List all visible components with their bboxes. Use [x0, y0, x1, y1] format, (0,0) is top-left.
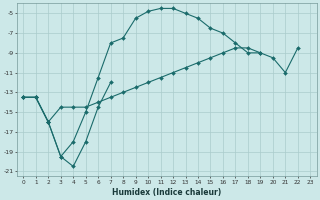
X-axis label: Humidex (Indice chaleur): Humidex (Indice chaleur)	[112, 188, 221, 197]
